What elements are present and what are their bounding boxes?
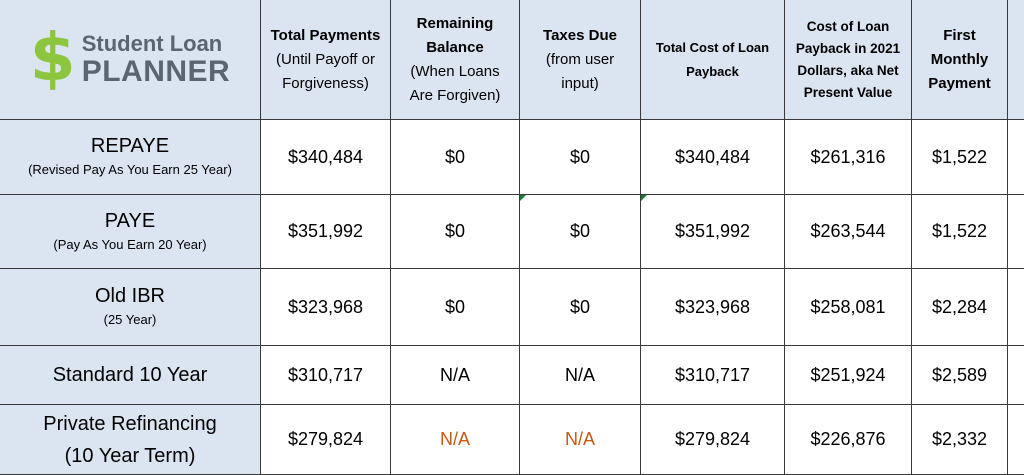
overflow-cell[interactable] — [1008, 195, 1024, 269]
cell-total-cost[interactable]: $310,717 — [641, 346, 785, 405]
overflow-cell[interactable] — [1008, 405, 1024, 475]
overflow-cell[interactable] — [1008, 346, 1024, 405]
cell-total-payments[interactable]: $279,824 — [261, 405, 391, 475]
cell-npv[interactable]: $251,924 — [785, 346, 912, 405]
cell-remaining-balance[interactable]: N/A — [391, 346, 520, 405]
cell-total-payments[interactable]: $323,968 — [261, 269, 391, 346]
header-npv: Cost of Loan Payback in 2021 Dollars, ak… — [785, 0, 912, 120]
cell-total-payments[interactable]: $340,484 — [261, 120, 391, 195]
dollar-sign-icon: $ — [30, 25, 76, 91]
cell-npv[interactable]: $258,081 — [785, 269, 912, 346]
cell-remaining-balance[interactable]: N/A — [391, 405, 520, 475]
row-label-private-refinancing: Private Refinancing (10 Year Term) — [0, 405, 261, 475]
header-taxes-due: Taxes Due (from user input) — [520, 0, 641, 120]
cell-taxes-due[interactable]: $0 — [520, 120, 641, 195]
row-label-paye: PAYE (Pay As You Earn 20 Year) — [0, 195, 261, 269]
table-row: Standard 10 Year $310,717 N/A N/A $310,7… — [0, 346, 1024, 405]
comment-marker-icon — [641, 195, 647, 201]
table-row: REPAYE (Revised Pay As You Earn 25 Year)… — [0, 120, 1024, 195]
header-total-cost: Total Cost of Loan Payback — [641, 0, 785, 120]
comment-marker-icon — [520, 195, 526, 201]
cell-taxes-due[interactable]: N/A — [520, 346, 641, 405]
row-label-repaye: REPAYE (Revised Pay As You Earn 25 Year) — [0, 120, 261, 195]
cell-npv[interactable]: $261,316 — [785, 120, 912, 195]
cell-total-cost[interactable]: $340,484 — [641, 120, 785, 195]
cell-first-payment[interactable]: $2,589 — [912, 346, 1008, 405]
cell-total-payments[interactable]: $351,992 — [261, 195, 391, 269]
cell-total-cost[interactable]: $323,968 — [641, 269, 785, 346]
table-row: PAYE (Pay As You Earn 20 Year) $351,992 … — [0, 195, 1024, 269]
header-remaining-balance: Remaining Balance (When Loans Are Forgiv… — [391, 0, 520, 120]
header-overflow-cell — [1008, 0, 1024, 120]
table-row: Old IBR (25 Year) $323,968 $0 $0 $323,96… — [0, 269, 1024, 346]
cell-npv[interactable]: $226,876 — [785, 405, 912, 475]
header-first-payment: First Monthly Payment — [912, 0, 1008, 120]
student-loan-planner-logo: $ Student Loan PLANNER — [0, 29, 260, 91]
cell-remaining-balance[interactable]: $0 — [391, 195, 520, 269]
cell-taxes-due[interactable]: $0 — [520, 269, 641, 346]
header-total-payments: Total Payments (Until Payoff or Forgiven… — [261, 0, 391, 120]
cell-remaining-balance[interactable]: $0 — [391, 120, 520, 195]
logo-cell: $ Student Loan PLANNER — [0, 0, 261, 120]
logo-line-1: Student Loan — [82, 32, 223, 56]
cell-npv[interactable]: $263,544 — [785, 195, 912, 269]
cell-first-payment[interactable]: $2,284 — [912, 269, 1008, 346]
cell-first-payment[interactable]: $1,522 — [912, 195, 1008, 269]
cell-remaining-balance[interactable]: $0 — [391, 269, 520, 346]
table-row: Private Refinancing (10 Year Term) $279,… — [0, 405, 1024, 475]
cell-first-payment[interactable]: $2,332 — [912, 405, 1008, 475]
row-label-standard: Standard 10 Year — [0, 346, 261, 405]
logo-line-2: PLANNER — [82, 56, 231, 88]
overflow-cell[interactable] — [1008, 269, 1024, 346]
cell-total-cost[interactable]: $279,824 — [641, 405, 785, 475]
header-row: $ Student Loan PLANNER Total Payments (U… — [0, 0, 1024, 120]
cell-total-cost[interactable]: $351,992 — [641, 195, 785, 269]
cell-taxes-due[interactable]: $0 — [520, 195, 641, 269]
row-label-old-ibr: Old IBR (25 Year) — [0, 269, 261, 346]
cell-total-payments[interactable]: $310,717 — [261, 346, 391, 405]
cell-taxes-due[interactable]: N/A — [520, 405, 641, 475]
cell-first-payment[interactable]: $1,522 — [912, 120, 1008, 195]
overflow-cell[interactable] — [1008, 120, 1024, 195]
